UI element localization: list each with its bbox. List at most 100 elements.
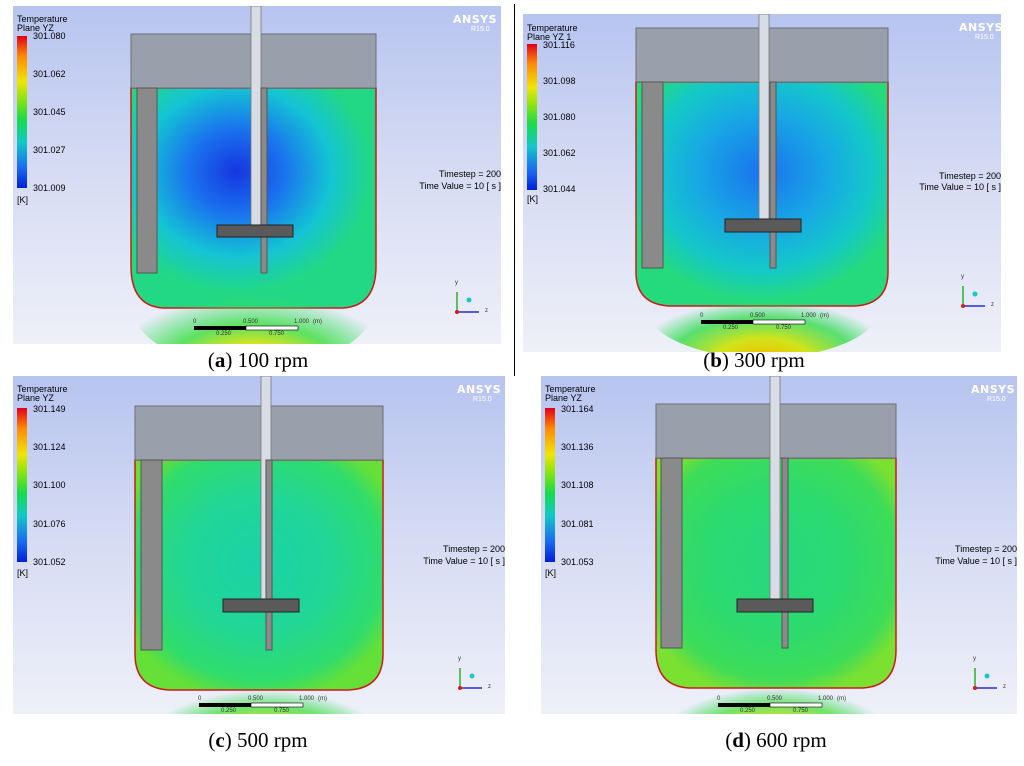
time-value-label: Time Value = 10 [ s ] <box>423 556 505 566</box>
legend-unit: [K] <box>17 195 29 205</box>
caption-d: (d) 600 rpm <box>725 728 827 752</box>
scale-label: (m) <box>318 696 327 702</box>
legend-tick: 301.116 <box>543 40 575 50</box>
caption-b: (b) 300 rpm <box>703 348 805 372</box>
scale-label: 0 <box>193 319 197 325</box>
panel-d: Temperature Plane YZ 301.164 301.136 301.… <box>541 376 1017 714</box>
contour-plot <box>635 14 985 352</box>
panel-b: Temperature Plane YZ 1 301.116 301.098 30… <box>523 14 1001 352</box>
warm-zone <box>645 254 881 352</box>
legend-tick: 301.062 <box>543 148 576 158</box>
timestep-label: Timestep = 200 <box>443 544 505 554</box>
shaft <box>758 14 770 225</box>
caption-a: (a) 100 rpm <box>207 348 309 372</box>
axis-y-label: y <box>458 656 461 662</box>
contour-plot <box>134 376 482 714</box>
legend-tick: 301.009 <box>33 183 66 193</box>
timestep-label: Timestep = 200 <box>955 544 1017 554</box>
baffle-right <box>260 87 268 274</box>
baffle <box>136 87 158 274</box>
panel-divider <box>514 4 515 376</box>
scale-label: 0.500 <box>243 319 259 325</box>
tank-lid <box>134 405 384 461</box>
time-value-label: Time Value = 10 [ s ] <box>935 556 1017 566</box>
axis-triad <box>458 668 482 690</box>
shaft <box>250 6 262 232</box>
legend-unit: [K] <box>17 568 29 578</box>
axis-y-label: y <box>961 274 964 280</box>
scale-label: 0.250 <box>221 708 237 714</box>
impeller <box>216 224 294 238</box>
impeller <box>736 598 814 613</box>
ansys-logo: ANSYS <box>959 21 1001 34</box>
legend-tick: 301.080 <box>33 31 66 41</box>
legend-tick: 301.052 <box>33 557 66 567</box>
legend-tick: 301.149 <box>33 404 66 414</box>
panel-a: Temperature Plane YZ 301.080 301.062 301.… <box>13 6 501 344</box>
scale-label: 0.750 <box>793 708 809 714</box>
legend-title: Temperature Plane YZ <box>17 384 68 403</box>
baffle <box>140 459 163 651</box>
baffle-right <box>781 457 789 649</box>
baffle <box>641 81 664 269</box>
scale-label: 0.500 <box>750 313 766 319</box>
legend-tick: 301.027 <box>33 145 66 155</box>
legend-title: Temperature Plane YZ <box>17 14 68 33</box>
scale-label: 1.000 <box>801 313 817 319</box>
ansys-version: R15.0 <box>473 396 492 403</box>
color-bar <box>17 408 27 562</box>
ansys-logo: ANSYS <box>971 383 1016 396</box>
color-bar <box>17 36 27 188</box>
scale-label: 0.750 <box>269 331 285 337</box>
scale-label: 0 <box>700 313 704 319</box>
scale-label: 0.750 <box>274 708 290 714</box>
ansys-logo: ANSYS <box>457 383 502 396</box>
scale-label: 0 <box>198 696 202 702</box>
scale-bar <box>194 325 299 331</box>
scale-label: 0.250 <box>723 325 739 331</box>
time-value-label: Time Value = 10 [ s ] <box>419 181 501 191</box>
axis-z-label: z <box>1003 684 1006 690</box>
axis-z-label: z <box>485 308 488 314</box>
legend-tick: 301.080 <box>543 112 576 122</box>
scale-label: 1.000 <box>818 696 834 702</box>
legend-tick: 301.108 <box>561 480 594 490</box>
scale-bar <box>199 702 304 708</box>
legend-tick: 301.124 <box>33 442 66 452</box>
legend-tick: 301.045 <box>33 107 66 117</box>
ansys-version: R15.0 <box>987 396 1006 403</box>
scale-label: 0.250 <box>216 331 232 337</box>
legend-unit: [K] <box>527 194 539 204</box>
time-value-label: Time Value = 10 [ s ] <box>919 182 1001 192</box>
legend-tick: 301.081 <box>561 519 594 529</box>
legend-title: Temperature Plane YZ <box>545 384 596 403</box>
legend-tick: 301.044 <box>543 184 576 194</box>
warm-zone <box>133 248 373 344</box>
ansys-version: R15.0 <box>471 26 490 33</box>
contour-plot <box>655 376 997 714</box>
scale-label: 1.000 <box>294 319 310 325</box>
axis-triad <box>961 286 985 308</box>
baffle <box>660 457 683 649</box>
legend-tick: 301.053 <box>561 557 594 567</box>
impeller <box>222 598 300 613</box>
legend-unit: [K] <box>545 568 557 578</box>
legend-tick: 301.062 <box>33 69 66 79</box>
scale-label: (m) <box>820 313 829 319</box>
caption-c: (c) 500 rpm <box>208 728 308 752</box>
legend-tick: 301.076 <box>33 519 66 529</box>
panel-c: Temperature Plane YZ 301.149 301.124 301.… <box>13 376 505 714</box>
scale-label: 0 <box>717 696 721 702</box>
legend-tick: 301.136 <box>561 442 594 452</box>
warm-zone <box>658 633 894 714</box>
axis-z-label: z <box>488 684 491 690</box>
warm-zone <box>143 634 387 714</box>
baffle-right <box>769 81 777 269</box>
baffle-right <box>265 459 273 651</box>
legend-tick: 301.164 <box>561 404 594 414</box>
scale-label: 1.000 <box>299 696 315 702</box>
timestep-label: Timestep = 200 <box>939 171 1001 181</box>
timestep-label: Timestep = 200 <box>439 169 501 179</box>
scale-label: (m) <box>837 696 846 702</box>
scale-label: (m) <box>313 319 322 325</box>
